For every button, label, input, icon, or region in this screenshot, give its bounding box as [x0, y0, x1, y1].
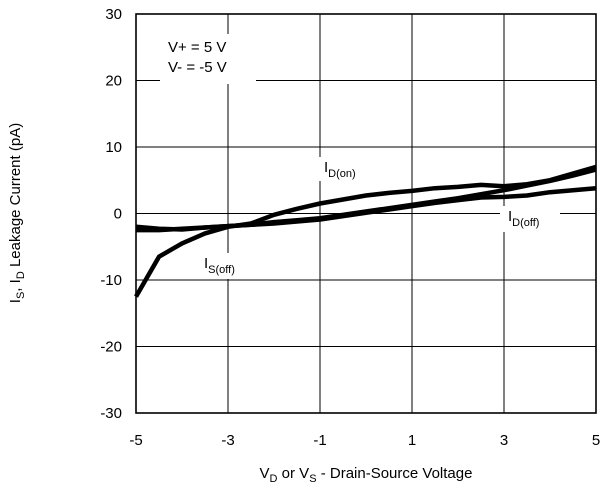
x-tick-labels: -5 -3 -1 1 3 5: [129, 432, 600, 449]
x-tick-label: -3: [221, 432, 234, 449]
y-tick-label: -10: [100, 272, 122, 289]
y-tick-labels: 30 20 10 0 -10 -20 -30: [100, 6, 122, 422]
conditions-box: [160, 34, 256, 84]
annotation-bg-id-off: [500, 206, 560, 232]
annotation-bg-id-on: [318, 157, 368, 181]
annotation-bg-is-off: [198, 253, 250, 279]
plot-frame: [135, 13, 597, 414]
series-line-2: [136, 167, 597, 233]
data-series: [134, 164, 597, 298]
y-axis-label: IS, ID Leakage Current (pA): [7, 123, 27, 303]
y-tick-label: 0: [114, 206, 122, 223]
x-tick-label: -1: [313, 432, 326, 449]
x-axis-label: VD or VS - Drain-Source Voltage: [260, 465, 473, 485]
y-tick-label: 20: [105, 73, 122, 90]
annotation-id-on: ID(on): [324, 159, 356, 180]
annotation-is-off: IS(off): [204, 255, 235, 276]
condition-vplus: V+ = 5 V: [168, 39, 226, 56]
condition-vminus: V- = -5 V: [168, 59, 227, 76]
x-tick-label: -5: [129, 432, 142, 449]
x-tick-label: 1: [408, 432, 416, 449]
y-tick-label: 10: [105, 139, 122, 156]
x-tick-label: 3: [500, 432, 508, 449]
annotation-id-off: ID(off): [508, 208, 539, 229]
y-tick-label: 30: [105, 6, 122, 23]
x-tick-label: 5: [592, 432, 600, 449]
y-tick-label: -20: [100, 339, 122, 356]
y-tick-label: -30: [100, 405, 122, 422]
